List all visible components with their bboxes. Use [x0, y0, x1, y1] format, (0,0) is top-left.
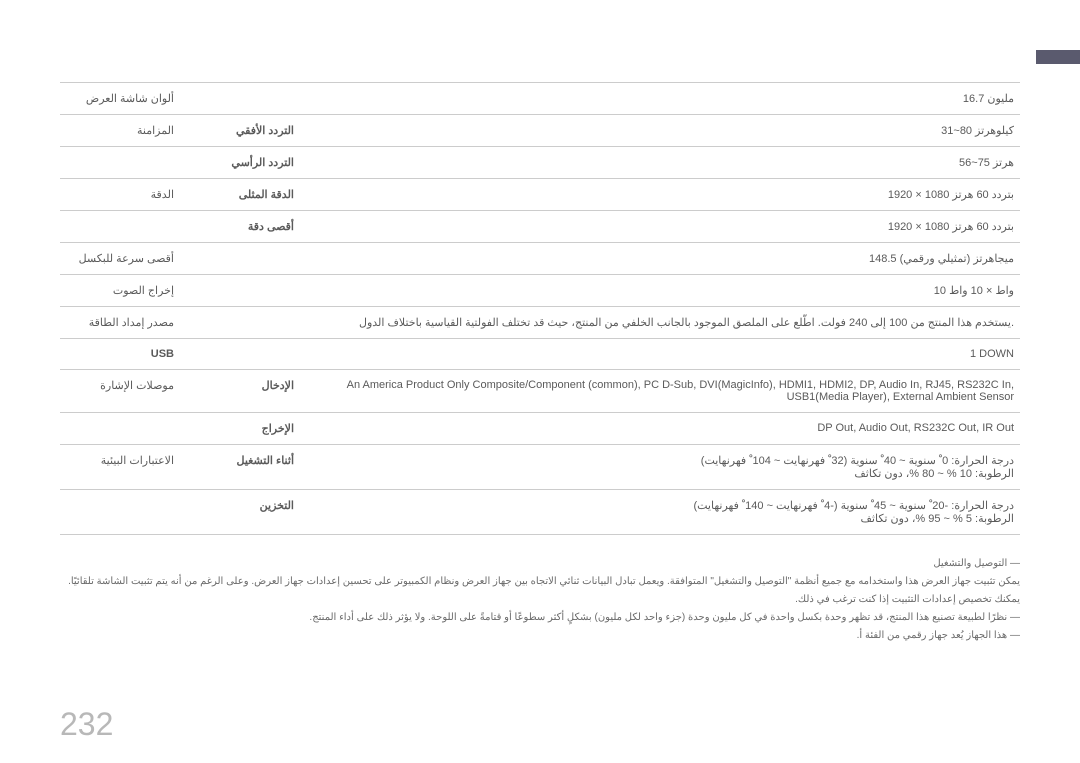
spec-value: 148.5 ميجاهرتز (تمثيلي ورقمي)	[300, 243, 1020, 275]
spec-value: درجة الحرارة: -20 ْ سنوية ~ 45 ْ سنوية (…	[300, 490, 1020, 535]
footnote-line: ― نظرًا لطبيعة تصنيع هذا المنتج، قد تظهر…	[60, 609, 1020, 627]
spec-subcategory: الإخراج	[180, 413, 300, 445]
spec-category	[60, 413, 180, 445]
spec-value: 16.7 مليون	[300, 83, 1020, 115]
spec-category: الدقة	[60, 179, 180, 211]
footnote-line: ― التوصيل والتشغيل	[60, 555, 1020, 573]
table-row: أقصى دقة1920 × 1080 بتردد 60 هرتز	[60, 211, 1020, 243]
accent-bar	[1036, 50, 1080, 64]
page-number: 232	[60, 706, 113, 743]
footnote-line: يمكن تثبيت جهاز العرض هذا واستخدامه مع ج…	[60, 573, 1020, 609]
footnotes: ― التوصيل والتشغيليمكن تثبيت جهاز العرض …	[60, 555, 1020, 645]
spec-category: ألوان شاشة العرض	[60, 83, 180, 115]
spec-subcategory: أثناء التشغيل	[180, 445, 300, 490]
spec-subcategory	[180, 275, 300, 307]
spec-value: درجة الحرارة: 0 ْ سنوية ~ 40 ْ سنوية (32…	[300, 445, 1020, 490]
spec-category: مصدر إمداد الطاقة	[60, 307, 180, 339]
table-row: المزامنةالتردد الأفقي31~80 كيلوهرتز	[60, 115, 1020, 147]
spec-value: 1 DOWN	[300, 339, 1020, 370]
table-row: مصدر إمداد الطاقة يستخدم هذا المنتج من 10…	[60, 307, 1020, 339]
spec-value: يستخدم هذا المنتج من 100 إلى 240 فولت. ا…	[300, 307, 1020, 339]
spec-value: DP Out, Audio Out, RS232C Out, IR Out	[300, 413, 1020, 445]
spec-subcategory	[180, 307, 300, 339]
table-row: الاعتبارات البيئيةأثناء التشغيلدرجة الحر…	[60, 445, 1020, 490]
table-row: موصلات الإشارةالإدخالAn America Product …	[60, 370, 1020, 413]
spec-value: 31~80 كيلوهرتز	[300, 115, 1020, 147]
spec-value: 56~75 هرتز	[300, 147, 1020, 179]
spec-category	[60, 490, 180, 535]
spec-subcategory	[180, 339, 300, 370]
spec-category: موصلات الإشارة	[60, 370, 180, 413]
table-row: USB 1 DOWN	[60, 339, 1020, 370]
spec-category: USB	[60, 339, 180, 370]
table-row: إخراج الصوت 10 واط × 10 واط	[60, 275, 1020, 307]
footnote-line: ― هذا الجهاز يُعد جهاز رقمي من الفئة أ.	[60, 627, 1020, 645]
spec-value: 1920 × 1080 بتردد 60 هرتز	[300, 179, 1020, 211]
spec-subcategory: الإدخال	[180, 370, 300, 413]
spec-subcategory: التخزين	[180, 490, 300, 535]
spec-subcategory: الدقة المثلى	[180, 179, 300, 211]
spec-category	[60, 211, 180, 243]
spec-category: الاعتبارات البيئية	[60, 445, 180, 490]
spec-category	[60, 147, 180, 179]
table-row: التخزيندرجة الحرارة: -20 ْ سنوية ~ 45 ْ …	[60, 490, 1020, 535]
spec-value: 10 واط × 10 واط	[300, 275, 1020, 307]
spec-value: An America Product Only Composite/Compon…	[300, 370, 1020, 413]
spec-category: إخراج الصوت	[60, 275, 180, 307]
table-row: الإخراجDP Out, Audio Out, RS232C Out, IR…	[60, 413, 1020, 445]
spec-subcategory: التردد الأفقي	[180, 115, 300, 147]
table-row: ألوان شاشة العرض 16.7 مليون	[60, 83, 1020, 115]
spec-subcategory: التردد الرأسي	[180, 147, 300, 179]
specifications-table: ألوان شاشة العرض16.7 مليونالمزامنةالتردد…	[60, 82, 1020, 535]
spec-category: المزامنة	[60, 115, 180, 147]
spec-subcategory: أقصى دقة	[180, 211, 300, 243]
spec-value: 1920 × 1080 بتردد 60 هرتز	[300, 211, 1020, 243]
table-row: التردد الرأسي56~75 هرتز	[60, 147, 1020, 179]
table-row: الدقةالدقة المثلى1920 × 1080 بتردد 60 هر…	[60, 179, 1020, 211]
spec-subcategory	[180, 243, 300, 275]
spec-category: أقصى سرعة للبكسل	[60, 243, 180, 275]
spec-subcategory	[180, 83, 300, 115]
table-row: أقصى سرعة للبكسل 148.5 ميجاهرتز (تمثيلي و…	[60, 243, 1020, 275]
